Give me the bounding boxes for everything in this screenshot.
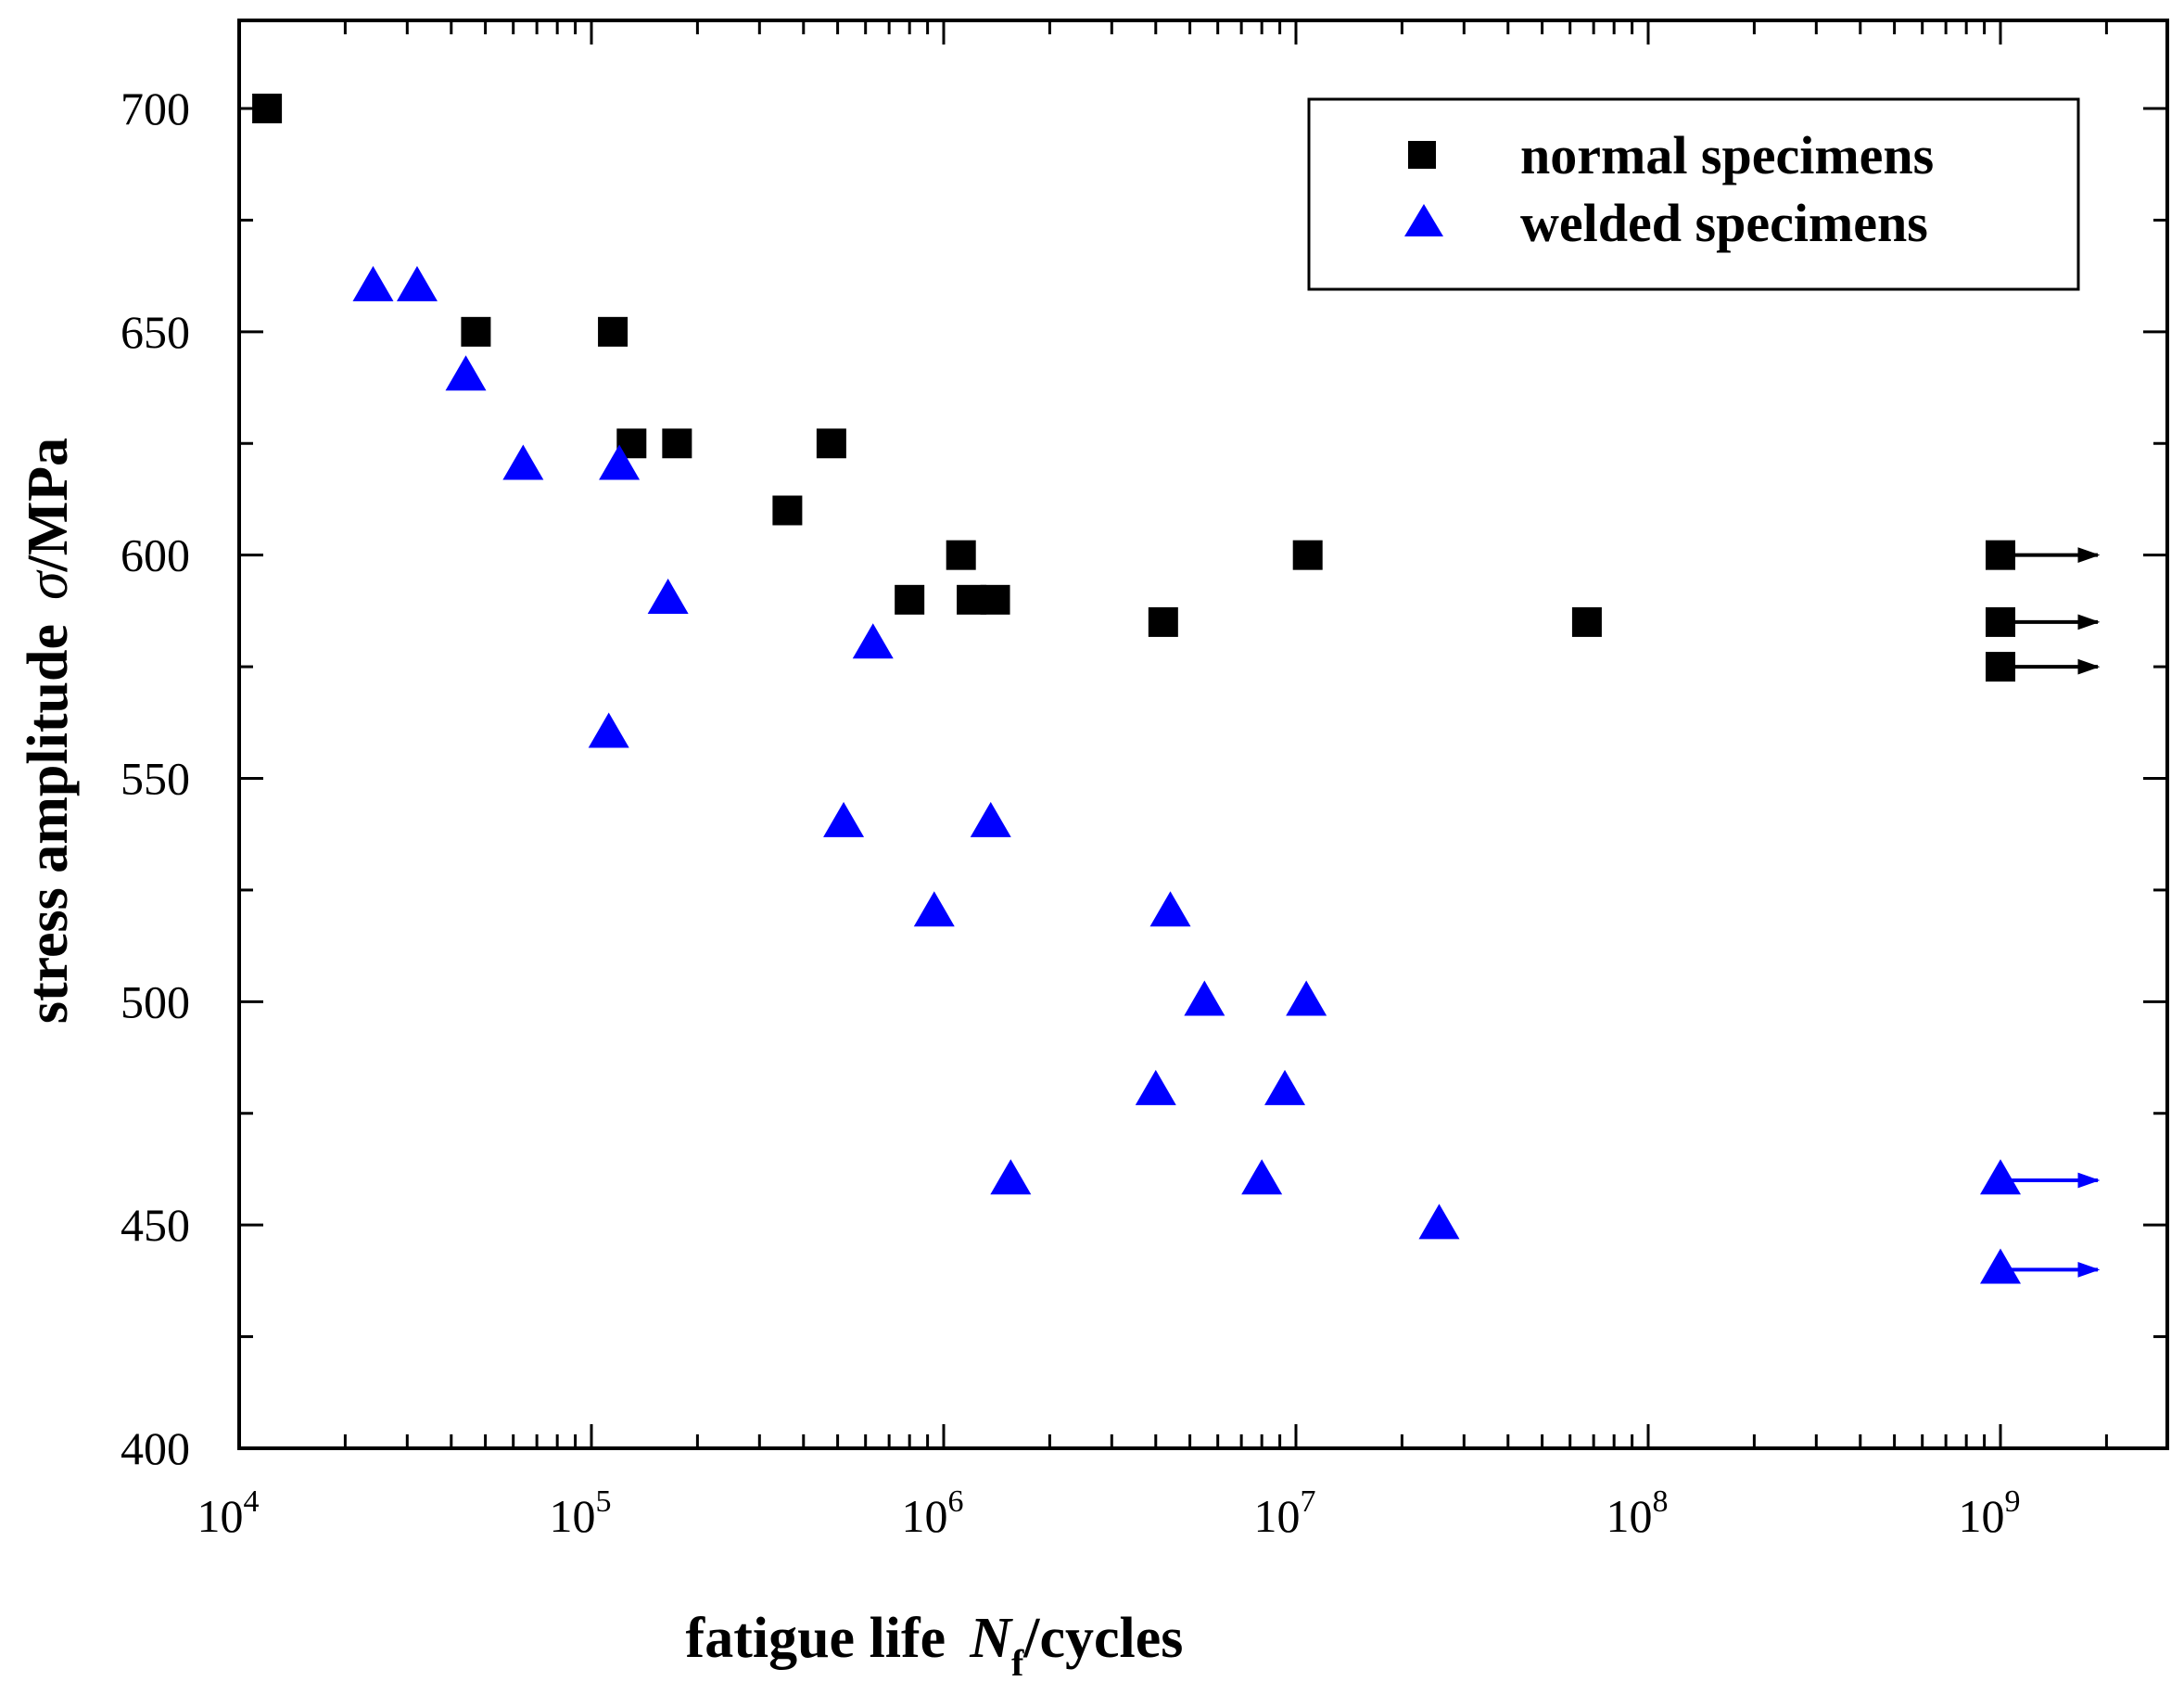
x-axis-title-suffix: /cycles xyxy=(1022,1607,1183,1670)
normal-specimen-point xyxy=(1292,540,1323,570)
welded-specimen-point xyxy=(1980,1159,2021,1195)
y-tick-label: 650 xyxy=(121,306,190,358)
welded-specimen-point xyxy=(647,579,689,615)
y-tick-label: 500 xyxy=(121,975,190,1027)
welded-specimen-point xyxy=(1286,980,1327,1016)
welded-specimen-point xyxy=(588,712,629,748)
welded-specimen-point xyxy=(1241,1159,1283,1195)
welded-specimen-point xyxy=(1149,891,1191,927)
y-axis-title-symbol: σ xyxy=(17,569,80,600)
welded-specimen-point xyxy=(599,444,641,480)
welded-specimen-point xyxy=(445,355,487,391)
x-tick-label: 104 xyxy=(197,1484,260,1542)
normal-specimen-point xyxy=(1986,540,2015,570)
legend-square-marker xyxy=(1408,141,1436,169)
plot-frame xyxy=(237,19,2169,1450)
y-axis-title-suffix: /MPa xyxy=(17,438,80,573)
welded-specimen-point xyxy=(1418,1204,1460,1240)
normal-specimen-point xyxy=(252,94,283,123)
normal-specimen-point xyxy=(1986,606,2015,637)
tick-labels: 400 450 500 550 600 650 700 104 105 106 107 108 109 xyxy=(121,83,2021,1542)
x-axis-title: fatigue life Nf/cycles xyxy=(686,1607,1184,1684)
welded-specimen-point xyxy=(970,801,1011,837)
normal-specimen-point xyxy=(946,540,976,570)
axis-ticks xyxy=(237,20,2167,1450)
x-axis-title-subscript: f xyxy=(1011,1642,1024,1684)
x-axis-title-symbol: N xyxy=(969,1607,1013,1670)
welded-specimen-point xyxy=(396,265,438,301)
x-tick-label: 107 xyxy=(1254,1484,1316,1542)
y-axis-title-prefix: stress amplitude xyxy=(17,624,80,1024)
y-tick-label: 400 xyxy=(121,1422,190,1474)
normal-specimen-point xyxy=(816,428,846,459)
legend-triangle-marker xyxy=(1404,204,1443,236)
x-tick-label: 109 xyxy=(1959,1484,2021,1542)
y-tick-label: 700 xyxy=(121,83,190,134)
normal-specimen-point xyxy=(1571,606,1602,637)
welded-specimen-point xyxy=(502,444,544,480)
welded-specimen-point xyxy=(823,801,865,837)
y-axis-title: stress amplitude σ/MPa xyxy=(17,438,80,1024)
normal-specimen-point xyxy=(461,316,491,347)
x-axis-title-prefix: fatigue life xyxy=(686,1607,946,1670)
legend: normal specimens welded specimens xyxy=(1307,97,2080,291)
x-tick-label: 108 xyxy=(1606,1484,1669,1542)
normal-specimen-point xyxy=(598,316,629,347)
normal-specimen-point xyxy=(980,584,1010,615)
data-points xyxy=(252,94,2101,1284)
welded-specimen-point xyxy=(990,1159,1032,1195)
y-tick-label: 450 xyxy=(121,1199,190,1251)
welded-specimen-point xyxy=(1184,980,1225,1016)
legend-label-normal: normal specimens xyxy=(1520,125,1934,185)
legend-label-welded: welded specimens xyxy=(1520,193,1928,253)
y-tick-label: 550 xyxy=(121,753,190,805)
x-tick-label: 106 xyxy=(902,1484,964,1542)
normal-specimen-point xyxy=(1148,606,1178,637)
legend-box xyxy=(1307,97,2080,291)
welded-specimen-point xyxy=(1980,1248,2021,1284)
welded-specimen-point xyxy=(852,623,894,659)
welded-specimen-point xyxy=(913,891,955,927)
normal-specimen-point xyxy=(1986,652,2015,682)
welded-specimen-point xyxy=(352,265,394,301)
normal-specimen-point xyxy=(772,495,803,526)
welded-specimen-point xyxy=(1135,1069,1176,1105)
welded-specimen-point xyxy=(1264,1069,1306,1105)
x-tick-label: 105 xyxy=(550,1484,612,1542)
normal-specimen-point xyxy=(662,428,692,459)
normal-specimen-point xyxy=(895,584,925,615)
y-tick-label: 600 xyxy=(121,529,190,581)
